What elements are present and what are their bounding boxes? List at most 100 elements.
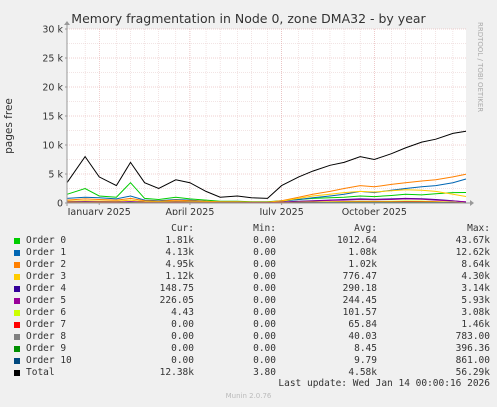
y-tick-label: 10 k bbox=[42, 141, 63, 152]
legend-cur: 1.12k bbox=[165, 271, 194, 282]
legend-min: 0.00 bbox=[253, 331, 276, 342]
legend-avg: 8.45 bbox=[354, 343, 377, 354]
y-tick-label: 20 k bbox=[42, 83, 63, 94]
legend-row-order-4: Order 4 148.75 0.00 290.18 3.14k bbox=[14, 283, 490, 295]
legend-max: 1.46k bbox=[461, 319, 490, 330]
legend-min: 0.00 bbox=[253, 295, 276, 306]
legend-header-avg: Avg: bbox=[354, 223, 377, 234]
legend-cur: 0.00 bbox=[171, 343, 194, 354]
legend-name: Order 2 bbox=[26, 259, 67, 270]
axes bbox=[64, 21, 474, 206]
legend-avg: 101.57 bbox=[342, 307, 377, 318]
x-axis-arrow bbox=[470, 200, 474, 206]
series-line-total bbox=[66, 130, 467, 199]
legend-name: Order 5 bbox=[26, 295, 67, 306]
legend-swatch bbox=[14, 370, 20, 376]
y-tick-label: 30 k bbox=[42, 25, 63, 36]
legend-min: 3.80 bbox=[253, 367, 276, 378]
legend-max: 56.29k bbox=[455, 367, 490, 378]
munin-version: Munin 2.0.76 bbox=[225, 392, 272, 400]
legend-max: 8.64k bbox=[461, 259, 490, 270]
x-ticks: January 2025 April 2025 July 2025 October 2… bbox=[67, 203, 407, 215]
legend-swatch bbox=[14, 298, 20, 304]
legend-header-max: Max: bbox=[467, 223, 490, 234]
legend-swatch bbox=[14, 346, 20, 352]
legend-header-cur: Cur: bbox=[171, 223, 194, 234]
legend-avg: 9.79 bbox=[354, 355, 377, 366]
legend-cur: 12.38k bbox=[159, 367, 194, 378]
y-tick-label: 5 k bbox=[48, 170, 63, 181]
legend-avg: 40.03 bbox=[348, 331, 377, 342]
legend-cur: 4.13k bbox=[165, 247, 194, 258]
legend-cur: 1.81k bbox=[165, 235, 194, 246]
legend-min: 0.00 bbox=[253, 307, 276, 318]
legend-row-order-10: Order 10 0.00 0.00 9.79 861.00 bbox=[14, 355, 490, 367]
legend-min: 0.00 bbox=[253, 271, 276, 282]
legend-swatch bbox=[14, 334, 20, 340]
legend-row-order-0: Order 0 1.81k 0.00 1012.64 43.67k bbox=[14, 235, 490, 247]
legend-name: Order 1 bbox=[26, 247, 67, 258]
legend-header: Cur: Min: Avg: Max: bbox=[14, 223, 490, 235]
legend-max: 5.93k bbox=[461, 295, 490, 306]
legend-cur: 148.75 bbox=[159, 283, 194, 294]
legend-swatch bbox=[14, 274, 20, 280]
legend-max: 3.14k bbox=[461, 283, 490, 294]
legend-name: Order 10 bbox=[26, 355, 72, 366]
legend-swatch bbox=[14, 262, 20, 268]
legend-max: 861.00 bbox=[455, 355, 490, 366]
chart-title: Memory fragmentation in Node 0, zone DMA… bbox=[71, 11, 426, 26]
legend-rows: Order 0 1.81k 0.00 1012.64 43.67k Order 1 4.13… bbox=[14, 235, 490, 379]
legend-cur: 0.00 bbox=[171, 331, 194, 342]
legend-max: 4.30k bbox=[461, 271, 490, 282]
x-tick-label: July 2025 bbox=[258, 207, 303, 215]
legend-header-min: Min: bbox=[253, 223, 276, 234]
legend-cur: 0.00 bbox=[171, 355, 194, 366]
legend-row-order-9: Order 9 0.00 0.00 8.45 396.36 bbox=[14, 343, 490, 355]
y-axis-arrow bbox=[64, 21, 70, 25]
legend-swatch bbox=[14, 250, 20, 256]
legend-swatch bbox=[14, 238, 20, 244]
legend-min: 0.00 bbox=[253, 235, 276, 246]
y-ticks: 0 5 k 10 k 15 k 20 k 25 k 30 k bbox=[42, 25, 67, 210]
legend-cur: 226.05 bbox=[159, 295, 194, 306]
legend-avg: 4.58k bbox=[348, 367, 377, 378]
x-tick-label: October 2025 bbox=[342, 207, 407, 215]
legend-min: 0.00 bbox=[253, 319, 276, 330]
y-tick-label: 0 bbox=[57, 199, 63, 210]
legend-swatch bbox=[14, 358, 20, 364]
legend-avg: 65.84 bbox=[348, 319, 377, 330]
legend-row-order-1: Order 1 4.13k 0.00 1.08k 12.62k bbox=[14, 247, 490, 259]
legend-row-total: Total 12.38k 3.80 4.58k 56.29k bbox=[14, 367, 490, 379]
legend-row-order-8: Order 8 0.00 0.00 40.03 783.00 bbox=[14, 331, 490, 343]
legend-swatch bbox=[14, 310, 20, 316]
legend-row-order-2: Order 2 4.95k 0.00 1.02k 8.64k bbox=[14, 259, 490, 271]
legend-name: Total bbox=[26, 367, 55, 378]
legend-min: 0.00 bbox=[253, 355, 276, 366]
legend-swatch bbox=[14, 286, 20, 292]
legend-cur: 4.43 bbox=[171, 307, 194, 318]
legend-cur: 0.00 bbox=[171, 319, 194, 330]
legend-max: 783.00 bbox=[455, 331, 490, 342]
legend-min: 0.00 bbox=[253, 283, 276, 294]
y-tick-label: 25 k bbox=[42, 54, 63, 65]
legend: Cur: Min: Avg: Max: Order 0 1.81k 0.00 1012… bbox=[14, 223, 490, 379]
legend-max: 396.36 bbox=[455, 343, 490, 354]
legend-max: 12.62k bbox=[455, 247, 490, 258]
legend-row-order-7: Order 7 0.00 0.00 65.84 1.46k bbox=[14, 319, 490, 331]
y-tick-label: 15 k bbox=[42, 112, 63, 123]
legend-row-order-5: Order 5 226.05 0.00 244.45 5.93k bbox=[14, 295, 490, 307]
legend-avg: 776.47 bbox=[342, 271, 377, 282]
legend-row-order-3: Order 3 1.12k 0.00 776.47 4.30k bbox=[14, 271, 490, 283]
last-update: Last update: Wed Jan 14 00:00:16 2026 bbox=[278, 378, 490, 389]
legend-avg: 1012.64 bbox=[336, 235, 377, 246]
legend-name: Order 7 bbox=[26, 319, 67, 330]
legend-avg: 1.02k bbox=[348, 259, 377, 270]
legend-name: Order 0 bbox=[26, 235, 67, 246]
legend-name: Order 6 bbox=[26, 307, 67, 318]
legend-avg: 290.18 bbox=[342, 283, 377, 294]
plot-background bbox=[67, 29, 466, 203]
legend-max: 43.67k bbox=[455, 235, 490, 246]
legend-name: Order 3 bbox=[26, 271, 67, 282]
legend-cur: 4.95k bbox=[165, 259, 194, 270]
x-tick-label: January 2025 bbox=[67, 207, 131, 215]
